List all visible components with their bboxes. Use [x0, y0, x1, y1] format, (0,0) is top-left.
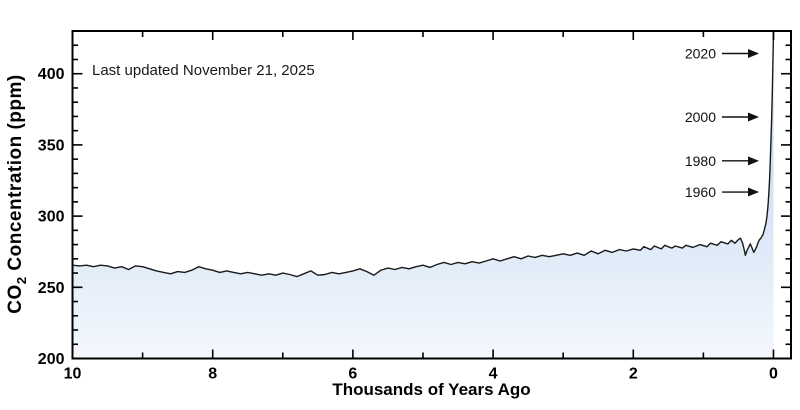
year-arrow-head-icon [748, 48, 759, 58]
y-tick-label: 200 [38, 351, 65, 368]
year-arrow-head-icon [748, 112, 759, 122]
y-axis-title: CO2 Concentration (ppm) [5, 74, 29, 314]
x-tick-label: 0 [769, 366, 778, 383]
y-axis-title-subscript: 2 [13, 276, 29, 285]
year-annotation-label: 1960 [685, 184, 716, 200]
y-tick-label: 400 [38, 66, 65, 83]
co2-curve [72, 32, 775, 278]
year-arrow-head-icon [748, 156, 759, 166]
y-tick-label: 300 [38, 209, 65, 226]
y-axis-title-text: Concentration (ppm) [5, 74, 27, 277]
x-tick-label: 2 [629, 366, 638, 383]
y-tick-label: 250 [38, 280, 65, 297]
year-annotation-label: 1980 [685, 153, 716, 169]
last-updated-note: Last updated November 21, 2025 [92, 62, 315, 79]
year-annotation-label: 2000 [685, 109, 716, 125]
x-tick-label: 10 [64, 366, 82, 383]
y-tick-label: 350 [38, 137, 65, 154]
co2-area-fill [72, 32, 774, 359]
x-tick-label: 6 [348, 366, 357, 383]
year-arrow-head-icon [748, 187, 759, 197]
y-axis-title-text: CO [5, 284, 27, 314]
x-tick-label: 8 [208, 366, 217, 383]
year-annotation-label: 2020 [685, 45, 716, 61]
x-tick-label: 4 [489, 366, 498, 383]
x-axis-title: Thousands of Years Ago [332, 380, 531, 399]
plot-border [71, 30, 792, 360]
